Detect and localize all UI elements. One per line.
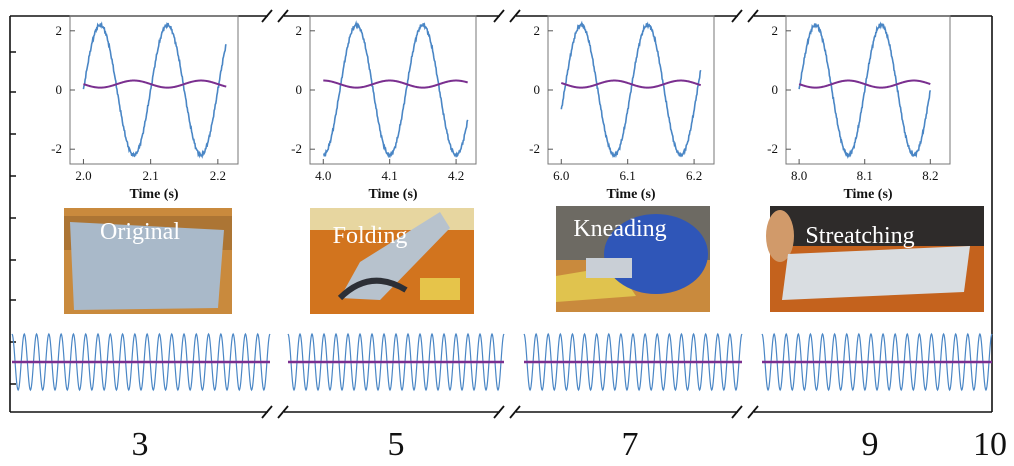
- signal-strip: [11, 332, 271, 392]
- inset-x-tick-label: 8.1: [857, 168, 873, 183]
- inset-x-tick-label: 6.1: [620, 168, 636, 183]
- inset-purple-signal-line: [323, 79, 468, 89]
- inset-x-axis-label: Time (s): [843, 187, 892, 202]
- photo: Kneading: [556, 206, 710, 312]
- fabric-sheet: [782, 246, 970, 300]
- photos: Original Folding Kneading Streatching: [64, 206, 984, 314]
- inset-x-tick-label: 6.2: [686, 168, 702, 183]
- inset-y-tick-label: 0: [56, 82, 63, 97]
- inset-blue-signal-line: [798, 21, 932, 160]
- inset-blue-signal-line: [82, 21, 227, 159]
- main-x-tick-label: 3: [132, 426, 149, 463]
- main-x-tick-label: 7: [622, 426, 639, 463]
- signal-strip: [287, 332, 505, 392]
- inset-plot: 2 0 -2 8.0 8.1 8.2 Time (s): [767, 15, 951, 202]
- inset-x-axis-label: Time (s): [129, 187, 178, 202]
- fabric-sheet: [70, 222, 224, 310]
- photo-label: Folding: [333, 223, 408, 249]
- inset-x-tick-label: 4.1: [382, 168, 398, 183]
- inset-x-tick-label: 4.0: [315, 168, 331, 183]
- inset-blue-signal-line: [323, 20, 469, 159]
- inset-y-tick-label: -2: [291, 141, 302, 156]
- photo: Original: [64, 208, 232, 314]
- inset-x-tick-label: 8.2: [922, 168, 938, 183]
- photo-label: Kneading: [573, 216, 666, 242]
- inset-x-tick-label: 2.0: [75, 168, 91, 183]
- fabric-sheet: [586, 258, 632, 278]
- main-x-tick-label: 5: [388, 426, 405, 463]
- inset-y-tick-label: 0: [772, 82, 779, 97]
- photo: Streatching: [766, 206, 984, 312]
- photo: Folding: [310, 208, 474, 314]
- inset-y-tick-label: -2: [51, 141, 62, 156]
- strip-blue-signal-line: [523, 332, 743, 392]
- inset-x-tick-label: 2.1: [143, 168, 159, 183]
- inset-y-tick-label: 2: [772, 23, 779, 38]
- main-y-ticks: [10, 51, 16, 385]
- inset-plot: 2 0 -2 2.0 2.1 2.2 Time (s): [51, 15, 239, 202]
- signal-strips: [11, 332, 993, 392]
- inset-x-axis-label: Time (s): [606, 187, 655, 202]
- fabric-sheet: [340, 212, 450, 300]
- photo-label: Streatching: [805, 223, 914, 249]
- inset-y-tick-label: 2: [534, 23, 541, 38]
- strip-blue-signal-line: [287, 332, 505, 392]
- inset-y-tick-label: 0: [296, 82, 303, 97]
- inset-blue-signal-line: [560, 20, 702, 159]
- inset-plot: 2 0 -2 4.0 4.1 4.2 Time (s): [291, 15, 477, 202]
- main-x-tick-label: 10: [973, 426, 1007, 463]
- inset-purple-signal-line: [83, 79, 227, 89]
- inset-y-tick-label: -2: [767, 141, 778, 156]
- photo-label: Original: [100, 219, 180, 245]
- inset-x-tick-label: 8.0: [791, 168, 807, 183]
- inset-y-tick-label: -2: [529, 141, 540, 156]
- inset-frame: [309, 15, 477, 165]
- inset-y-tick-label: 0: [534, 82, 541, 97]
- main-x-tick-label: 9: [862, 426, 879, 463]
- inset-y-tick-label: 2: [56, 23, 63, 38]
- inset-purple-signal-line: [560, 79, 702, 89]
- strip-blue-signal-line: [761, 332, 993, 392]
- inset-x-tick-label: 6.0: [553, 168, 569, 183]
- inset-plot: 2 0 -2 6.0 6.1 6.2 Time (s): [529, 15, 715, 202]
- axis-breaks: [261, 9, 759, 419]
- signal-strip: [761, 332, 993, 392]
- inset-x-tick-label: 2.2: [210, 168, 226, 183]
- strip-blue-signal-line: [11, 332, 271, 392]
- inset-y-tick-label: 2: [296, 23, 303, 38]
- inset-frame: [785, 15, 951, 165]
- inset-plots: 2 0 -2 2.0 2.1 2.2 Time (s) 2 0 -2 4.0 4.1 4.2 Time (…: [51, 15, 951, 202]
- main-x-labels: 3 5 7 9 10: [132, 426, 1008, 463]
- inset-x-axis-label: Time (s): [368, 187, 417, 202]
- signal-strip: [523, 332, 743, 392]
- inset-purple-signal-line: [798, 79, 931, 89]
- inset-x-tick-label: 4.2: [448, 168, 464, 183]
- inset-frame: [69, 15, 239, 165]
